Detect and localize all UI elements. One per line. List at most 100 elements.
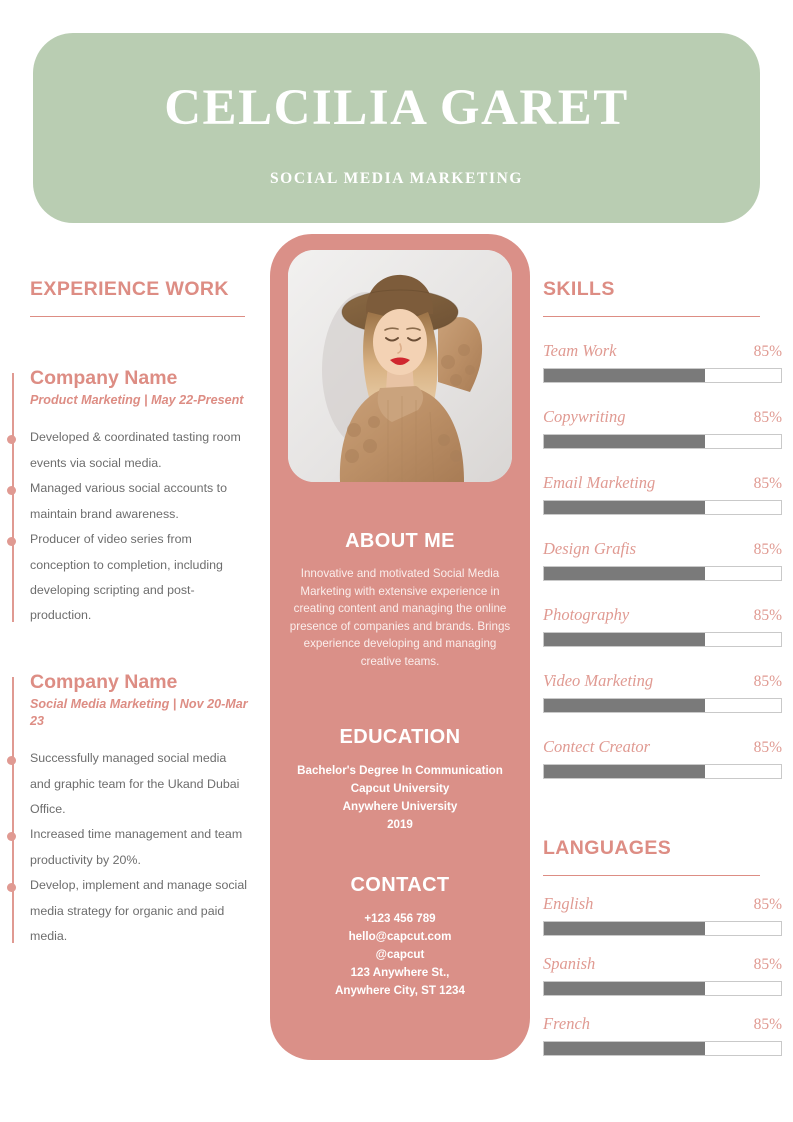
skill-row-header: Design Grafis 85% [543,539,782,559]
skill-row-header: Email Marketing 85% [543,473,782,493]
skill-list: Team Work 85% Copywriting 85% Email Marketin… [543,341,793,779]
skill-row: French 85% [543,1014,793,1056]
skill-progress-bar [543,698,782,713]
skill-row-header: Copywriting 85% [543,407,782,427]
skill-label: Team Work [543,341,617,360]
skill-progress-bar [543,1041,782,1056]
header-subtitle: SOCIAL MEDIA MARKETING [269,169,524,187]
skill-progress-bar [543,500,782,515]
skill-progress-fill [544,922,706,935]
education-text: Bachelor's Degree In Communication Capcu… [297,764,503,831]
list-item: Managed various social accounts to maint… [6,476,248,527]
profile-panel: ABOUT ME Innovative and motivated Social… [270,234,530,1060]
avatar [288,250,512,482]
portrait-photo-icon [288,250,512,482]
skill-progress-bar [543,921,782,936]
experience-entry: Company Name Product Marketing | May 22-P… [0,367,262,629]
bullet-list: Developed & coordinated tasting room eve… [0,425,262,628]
languages-heading-rule [543,875,760,876]
skill-row-header: French 85% [543,1014,782,1034]
languages-section: LANGUAGES English 85% Spanish 85% French 85% [543,837,793,1056]
page-title: CELCILIA GARET [164,79,629,136]
list-item: Producer of video series from conception… [6,527,248,629]
skill-label: Spanish [543,954,596,973]
list-item: Increased time management and team produ… [6,822,248,873]
skill-progress-fill [544,982,706,995]
timeline-line [12,373,14,622]
skill-progress-fill [544,435,706,448]
languages-heading: LANGUAGES [543,837,672,859]
skills-heading-rule [543,316,760,317]
skill-progress-fill [544,765,706,778]
contact-section: CONTACT +123 456 789 hello@capcut.com @c… [270,874,530,1000]
skill-progress-bar [543,434,782,449]
skill-row-header: Contect Creator 85% [543,737,782,757]
company-name: Company Name [30,670,178,693]
skills-heading: SKILLS [543,278,615,300]
contact-text: +123 456 789 hello@capcut.com @capcut 12… [335,912,465,997]
skill-progress-bar [543,764,782,779]
skill-row: Design Grafis 85% [543,539,793,581]
skill-progress-fill [544,633,706,646]
skill-progress-fill [544,567,706,580]
skill-progress-fill [544,1042,706,1055]
about-me-heading: ABOUT ME [345,530,455,552]
skill-row-header: Team Work 85% [543,341,782,361]
timeline-line [12,676,14,943]
skill-percent: 85% [753,607,782,624]
skill-row: Photography 85% [543,605,793,647]
skill-label: English [543,894,594,913]
timeline-dot-icon [6,486,16,496]
timeline-dot-icon [6,832,16,842]
skill-row: Video Marketing 85% [543,671,793,713]
company-name: Company Name [30,367,178,389]
skill-percent: 85% [753,956,782,973]
skill-progress-bar [543,566,782,581]
skill-row-header: English 85% [543,894,782,914]
timeline-dot-icon [6,435,16,445]
skill-row: Team Work 85% [543,341,793,383]
skill-label: Video Marketing [543,671,654,690]
skill-progress-bar [543,368,782,383]
about-me-text: Innovative and motivated Social Media Ma… [289,567,511,669]
company-role: Social Media Marketing | Nov 20-Mar 23 [30,697,248,729]
skill-label: Photography [543,605,630,624]
skill-percent: 85% [753,541,782,558]
list-item: Developed & coordinated tasting room eve… [6,425,248,476]
skill-percent: 85% [753,896,782,913]
skill-progress-fill [544,369,706,382]
skill-percent: 85% [753,1016,782,1033]
skill-row: English 85% [543,894,793,936]
skill-row: Copywriting 85% [543,407,793,449]
timeline-dot-icon [6,756,16,766]
skill-percent: 85% [753,343,782,360]
skill-label: French [543,1014,591,1033]
skill-row-header: Photography 85% [543,605,782,625]
skill-progress-bar [543,632,782,647]
company-role: Product Marketing | May 22-Present [30,393,244,408]
skill-percent: 85% [753,739,782,756]
skill-row: Contect Creator 85% [543,737,793,779]
skill-progress-bar [543,981,782,996]
experience-heading: EXPERIENCE WORK [30,278,229,300]
skill-percent: 85% [753,475,782,492]
experience-entry: Company Name Social Media Marketing | Nov… [0,671,262,950]
experience-heading-rule [30,316,245,317]
skill-percent: 85% [753,673,782,690]
skill-label: Email Marketing [543,473,656,492]
timeline-dot-icon [6,537,16,547]
resume-header-banner: CELCILIA GARET SOCIAL MEDIA MARKETING [33,33,760,223]
list-item: Develop, implement and manage social med… [6,873,248,949]
skill-progress-fill [544,699,706,712]
skill-row: Spanish 85% [543,954,793,996]
skill-row-header: Video Marketing 85% [543,671,782,691]
skill-progress-fill [544,501,706,514]
skill-row: Email Marketing 85% [543,473,793,515]
contact-heading: CONTACT [350,874,450,896]
skill-row-header: Spanish 85% [543,954,782,974]
language-list: English 85% Spanish 85% French 85% [543,894,793,1056]
education-section: EDUCATION Bachelor's Degree In Communica… [270,726,530,834]
list-item: Successfully managed social media and gr… [6,746,248,822]
bullet-list: Successfully managed social media and gr… [0,746,262,949]
skill-label: Copywriting [543,407,626,426]
